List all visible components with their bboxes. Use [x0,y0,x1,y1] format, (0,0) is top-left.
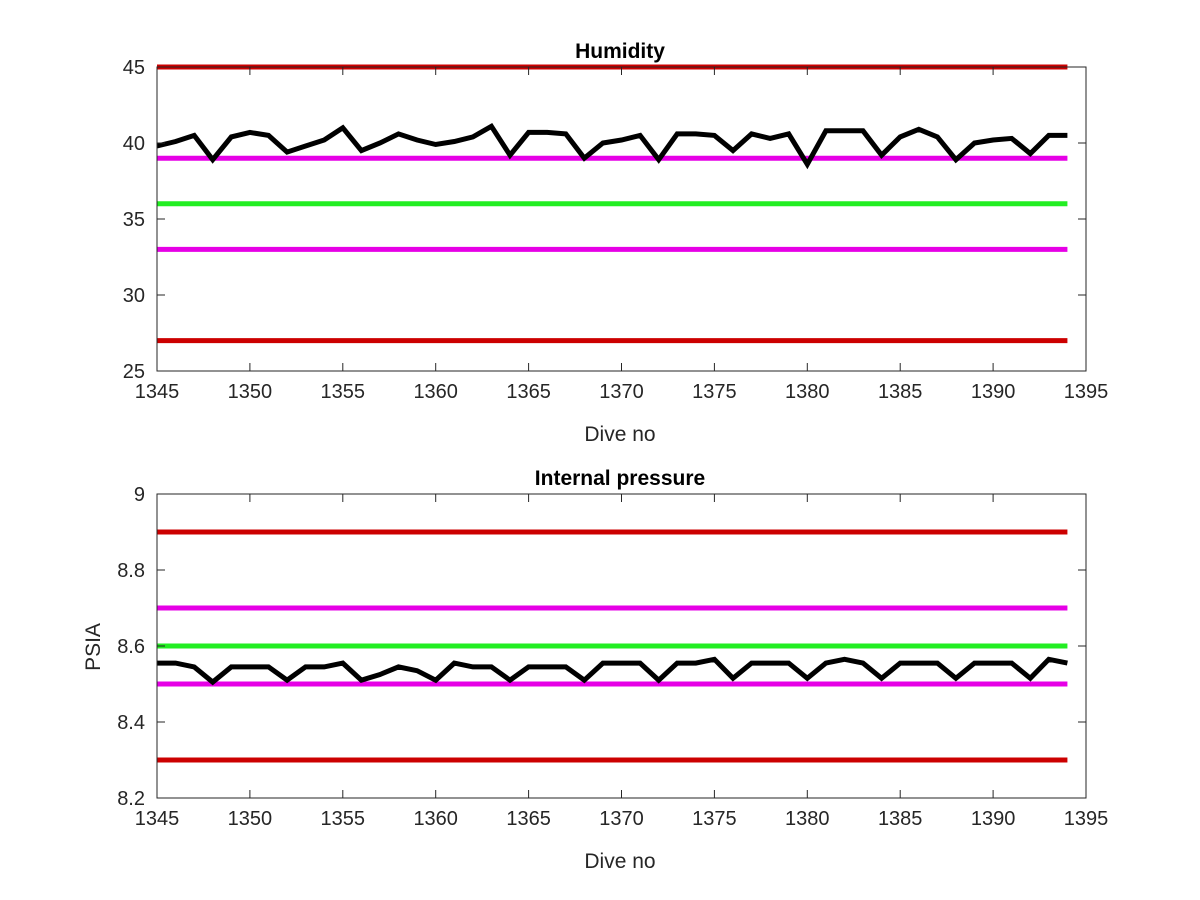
internal-pressure-ticks: 1345 1350 1355 1360 1365 1370 1375 1380 1385 1390… [117,484,1108,830]
humidity-x-tick-label: 1345 [135,381,180,403]
humidity-y-tick-label: 45 [123,57,145,79]
humidity-x-tick-label: 1370 [599,381,644,403]
internal-pressure-x-tick-label: 1375 [692,808,737,830]
internal-pressure-x-tick-label: 1345 [135,808,180,830]
internal-pressure-y-tick-label: 8.4 [117,712,145,734]
humidity-x-tick-label: 1385 [878,381,923,403]
humidity-x-tick-label: 1355 [321,381,366,403]
internal-pressure-y-tick-label: 8.6 [117,636,145,658]
humidity-y-tick-label: 35 [123,209,145,231]
humidity-title: Humidity [575,40,665,63]
internal-pressure-x-tick-label: 1370 [599,808,644,830]
internal-pressure-y-tick-label: 8.8 [117,560,145,582]
internal-pressure-title: Internal pressure [535,467,705,490]
internal-pressure-x-tick-label: 1390 [971,808,1016,830]
humidity-xlabel: Dive no [584,423,655,446]
humidity-reference-lines [157,64,1068,344]
internal-pressure-x-tick-label: 1395 [1064,808,1109,830]
internal-pressure-x-tick-label: 1360 [413,808,458,830]
humidity-x-tick-label: 1390 [971,381,1016,403]
humidity-series [156,122,1068,170]
internal-pressure-reference-lines [157,529,1068,763]
humidity-x-tick-label: 1380 [785,381,830,403]
internal-pressure-x-tick-label: 1350 [228,808,273,830]
internal-pressure-series [157,656,1068,686]
humidity-ticks: 1345 1350 1355 1360 1365 1370 1375 1380 1385 1390… [123,57,1109,403]
internal-pressure-x-tick-label: 1365 [506,808,551,830]
humidity-series-line-0 [156,122,1068,170]
internal-pressure-x-tick-label: 1385 [878,808,923,830]
internal-pressure-plot: Internal pressure PSIA Dive no 1345 1350 1… [82,467,1108,873]
internal-pressure-y-tick-label: 9 [134,484,145,506]
internal-pressure-ylabel: PSIA [82,623,105,671]
humidity-y-tick-label: 30 [123,285,145,307]
internal-pressure-x-tick-label: 1355 [321,808,366,830]
humidity-x-tick-label: 1350 [228,381,273,403]
humidity-x-tick-label: 1360 [413,381,458,403]
humidity-y-tick-label: 25 [123,361,145,383]
humidity-axes-box [156,66,1087,372]
internal-pressure-series-line-0 [157,656,1068,686]
humidity-plot: Humidity Dive no 1345 1350 1355 1360 1365 137… [123,40,1109,446]
humidity-y-tick-label: 40 [123,133,145,155]
internal-pressure-x-tick-label: 1380 [785,808,830,830]
humidity-x-tick-label: 1375 [692,381,737,403]
humidity-x-tick-label: 1395 [1064,381,1109,403]
humidity-x-tick-label: 1365 [506,381,551,403]
internal-pressure-y-tick-label: 8.2 [117,788,145,810]
internal-pressure-xlabel: Dive no [584,850,655,873]
